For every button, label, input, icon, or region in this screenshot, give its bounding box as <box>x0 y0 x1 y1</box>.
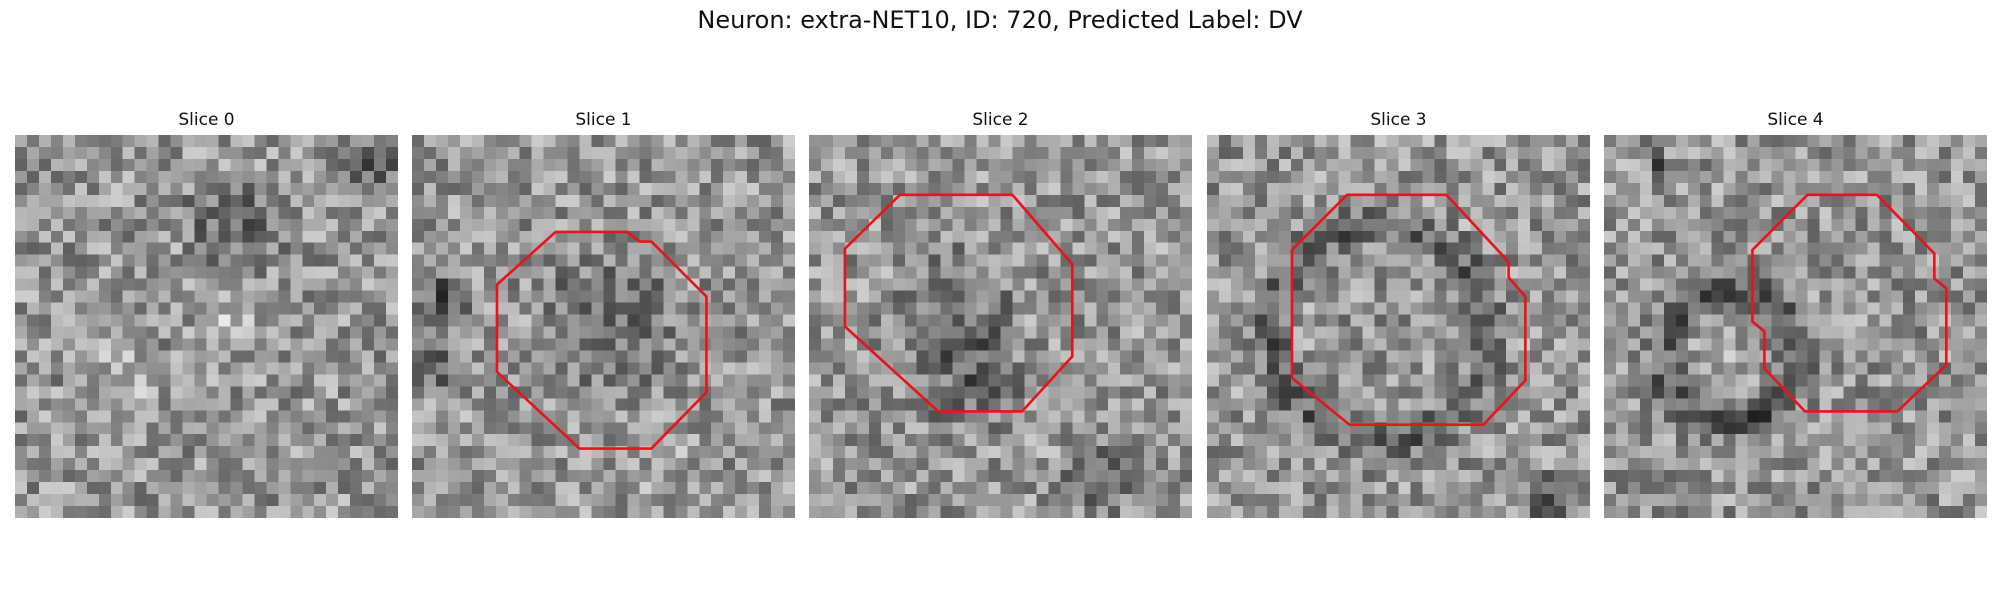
slice-title: Slice 0 <box>178 110 235 130</box>
slice-panel-3: Slice 3 <box>1207 109 1590 518</box>
slice-panel-1: Slice 1 <box>412 109 795 518</box>
grayscale-pixel-grid <box>809 135 1192 518</box>
slice-image <box>809 135 1192 518</box>
slice-title: Slice 2 <box>972 110 1029 130</box>
slice-image <box>1604 135 1987 518</box>
roi-outline <box>843 193 1074 413</box>
grayscale-pixel-grid <box>412 135 795 518</box>
figure-title: Neuron: extra-NET10, ID: 720, Predicted … <box>697 6 1303 34</box>
slice-title: Slice 4 <box>1767 110 1824 130</box>
roi-outline <box>495 230 708 450</box>
slice-panel-2: Slice 2 <box>809 109 1192 518</box>
slice-title: Slice 1 <box>575 110 632 130</box>
slice-image <box>1207 135 1590 518</box>
grayscale-pixel-grid <box>1604 135 1987 518</box>
roi-outline <box>1290 193 1527 426</box>
slice-image <box>412 135 795 518</box>
grayscale-pixel-grid <box>15 135 398 518</box>
roi-outline <box>1751 193 1948 413</box>
slice-title: Slice 3 <box>1370 110 1427 130</box>
slice-panel-0: Slice 0 <box>15 109 398 518</box>
slice-panel-4: Slice 4 <box>1604 109 1987 518</box>
slice-image <box>15 135 398 518</box>
grayscale-pixel-grid <box>1207 135 1590 518</box>
